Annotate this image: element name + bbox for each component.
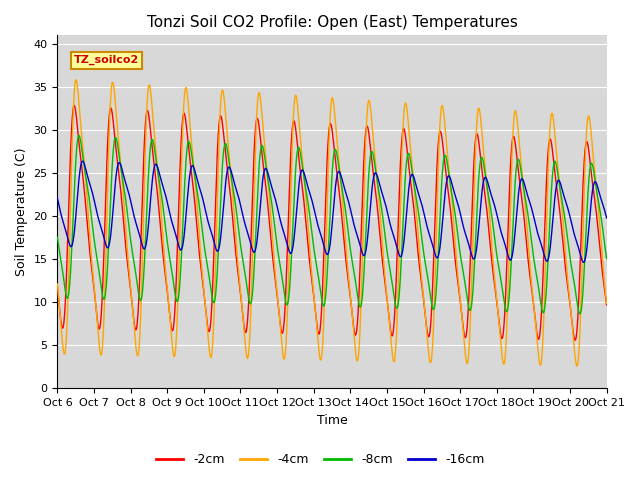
Y-axis label: Soil Temperature (C): Soil Temperature (C): [15, 147, 28, 276]
X-axis label: Time: Time: [317, 414, 348, 427]
Text: TZ_soilco2: TZ_soilco2: [74, 55, 139, 65]
Title: Tonzi Soil CO2 Profile: Open (East) Temperatures: Tonzi Soil CO2 Profile: Open (East) Temp…: [147, 15, 517, 30]
Legend: -2cm, -4cm, -8cm, -16cm: -2cm, -4cm, -8cm, -16cm: [150, 448, 490, 471]
